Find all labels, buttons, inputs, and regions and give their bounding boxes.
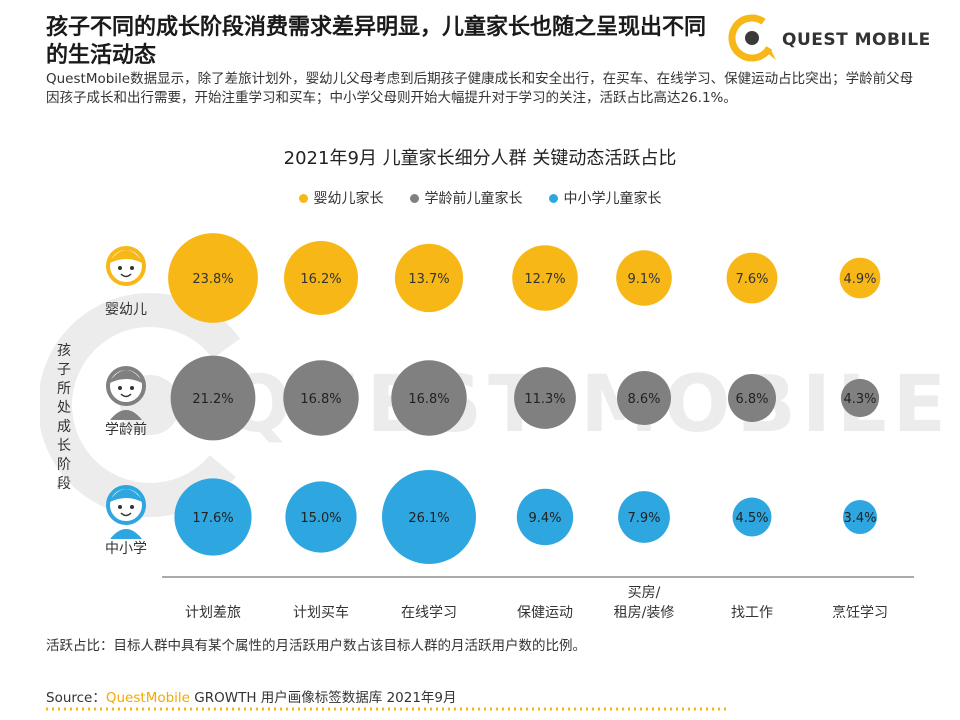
bubble (284, 241, 358, 315)
bubble-value-label: 4.5% (735, 511, 768, 526)
bubble-value-label: 4.3% (843, 392, 876, 407)
row-label: 婴幼儿 (105, 302, 147, 318)
bubble (618, 491, 670, 543)
bubble (514, 367, 576, 429)
chart-legend: 婴幼儿家长 学龄前儿童家长 中小学儿童家长 (0, 188, 960, 208)
bubble (617, 371, 671, 425)
bubble-value-label: 4.9% (843, 272, 876, 287)
child-face-icon (106, 366, 146, 420)
bubble-value-label: 21.2% (192, 392, 233, 407)
bubble (732, 497, 772, 537)
intro-paragraph: QuestMobile数据显示，除了差旅计划外，婴幼儿父母考虑到后期孩子健康成长… (46, 71, 914, 106)
source-prefix: Source： (46, 690, 106, 706)
bubble-value-label: 9.1% (627, 272, 660, 287)
bubble (174, 478, 252, 556)
x-category-label: 保健运动 (517, 605, 573, 621)
row-label: 中小学 (105, 541, 147, 557)
bubble-value-label: 15.0% (300, 511, 341, 526)
bubble-value-label: 16.2% (300, 272, 341, 287)
legend-label: 婴幼儿家长 (313, 191, 384, 207)
bubble-value-label: 6.8% (735, 392, 768, 407)
row-label: 学龄前 (105, 421, 147, 438)
legend-dot (548, 193, 558, 203)
x-category-label: 在线学习 (401, 605, 457, 621)
bubble-value-label: 26.1% (408, 511, 449, 526)
bubble (283, 360, 359, 436)
x-category-label: 计划差旅 (185, 605, 241, 621)
bubble-value-label: 16.8% (300, 392, 341, 407)
bubble-value-label: 7.6% (735, 272, 768, 287)
source-rest: GROWTH 用户画像标签数据库 2021年9月 (189, 690, 457, 706)
y-axis-title: 孩子所处成长阶段 (57, 343, 71, 492)
x-category-label: 计划买车 (293, 604, 349, 621)
x-category-label: 租房/装修 (614, 605, 675, 621)
bubble (843, 500, 877, 534)
source-line: Source：QuestMobile GROWTH 用户画像标签数据库 2021… (46, 686, 457, 706)
bubble (616, 250, 672, 306)
bubble (285, 481, 357, 553)
legend-item: 婴幼儿家长 (298, 188, 384, 208)
bubble (840, 378, 880, 418)
source-brand: QuestMobile (105, 690, 190, 706)
x-category-label: 找工作 (731, 605, 773, 621)
legend-item: 学龄前儿童家长 (409, 188, 523, 208)
bubble-value-label: 8.6% (627, 392, 660, 407)
x-category-label: 买房/ (628, 585, 661, 601)
bubble-value-label: 13.7% (408, 272, 449, 287)
legend-label: 中小学儿童家长 (563, 191, 662, 207)
legend-dot (298, 193, 308, 203)
bubble (728, 374, 776, 422)
logo-text: QUEST MOBILE (782, 30, 931, 50)
child-face-icon (106, 246, 146, 286)
bubble-value-label: 23.8% (192, 272, 233, 287)
bubble (168, 233, 258, 323)
page-headline: 孩子不同的成长阶段消费需求差异明显，儿童家长也随之呈现出不同的生活动态 (46, 15, 707, 68)
bubble (391, 360, 467, 436)
bubble (512, 245, 578, 311)
bubble-value-label: 16.8% (408, 392, 449, 407)
bubble (382, 470, 476, 564)
bubble (516, 488, 574, 546)
bubble-value-label: 12.7% (524, 272, 565, 287)
bubble-value-label: 7.9% (627, 511, 660, 526)
child-face-icon (106, 485, 146, 539)
bubble-value-label: 3.4% (843, 511, 876, 526)
bubble (839, 257, 881, 299)
bubble (394, 243, 464, 313)
legend-dot (409, 193, 419, 203)
x-category-label: 烹饪学习 (832, 604, 888, 621)
questmobile-logo (728, 14, 776, 62)
decorative-dot-line (46, 707, 726, 711)
footnote: 活跃占比：目标人群中具有某个属性的月活跃用户数占该目标人群的月活跃用户数的比例。 (46, 638, 586, 654)
bubble-value-label: 9.4% (528, 511, 561, 526)
bubble (170, 355, 256, 441)
bubble (726, 252, 778, 304)
bubble-value-label: 11.3% (524, 392, 565, 407)
legend-item: 中小学儿童家长 (548, 188, 662, 208)
legend-label: 学龄前儿童家长 (424, 191, 523, 207)
bubble-value-label: 17.6% (192, 511, 233, 526)
chart-title: 2021年9月 儿童家长细分人群 关键动态活跃占比 (283, 148, 677, 169)
